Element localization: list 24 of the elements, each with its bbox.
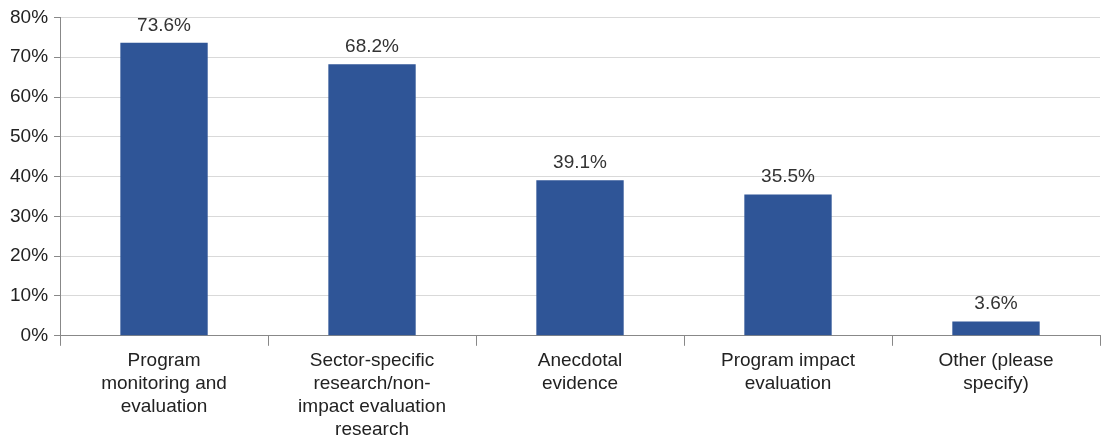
y-tick-label: 80% xyxy=(10,5,49,27)
data-label: 3.6% xyxy=(974,292,1018,314)
x-tick-label: Anecdotal evidence xyxy=(537,349,623,394)
x-tick-label: Other (please specify) xyxy=(938,349,1054,394)
data-label: 73.6% xyxy=(137,13,192,35)
data-label: 39.1% xyxy=(553,150,608,172)
data-label: 35.5% xyxy=(761,165,816,187)
x-tick-label: Sector-specific research/non-impact evaluation research xyxy=(298,349,446,439)
bar xyxy=(744,194,832,336)
y-tick-label: 10% xyxy=(10,284,49,306)
x-tick-label: Program monitoring and evaluation xyxy=(101,349,227,417)
bar xyxy=(952,321,1040,336)
y-tick-label: 20% xyxy=(10,244,49,266)
y-tick-label: 0% xyxy=(20,324,49,346)
y-tick-label: 30% xyxy=(10,204,49,226)
y-tick-label: 70% xyxy=(10,45,49,67)
bar xyxy=(328,64,416,336)
y-tick-label: 40% xyxy=(10,164,49,186)
x-tick-label: Program impact evaluation xyxy=(720,349,856,394)
bar xyxy=(120,42,208,336)
data-label: 68.2% xyxy=(345,35,400,57)
y-tick-label: 60% xyxy=(10,85,49,107)
bar xyxy=(536,180,624,336)
y-tick-label: 50% xyxy=(10,125,49,147)
